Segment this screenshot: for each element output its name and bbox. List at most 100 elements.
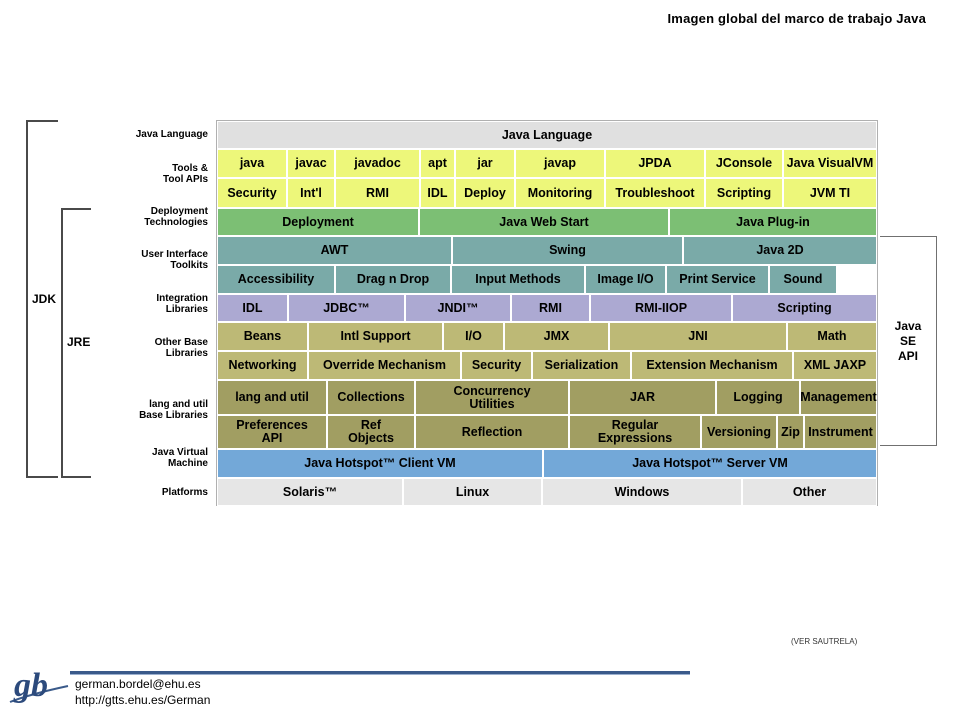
component-cell: RMI-IIOP [590, 294, 732, 322]
component-cell: RMI [335, 178, 420, 208]
component-cell: Security [461, 351, 532, 380]
component-cell: Windows [542, 478, 742, 506]
component-cell: I/O [443, 322, 504, 351]
component-cell: javap [515, 149, 605, 178]
component-cell: Accessibility [217, 265, 335, 294]
row-label-line: Tool APIs [163, 173, 208, 185]
component-cell: IDL [217, 294, 288, 322]
row-label-line: lang and util [149, 398, 208, 410]
component-cell: Java Plug-in [669, 208, 877, 236]
component-cell: Override Mechanism [308, 351, 461, 380]
component-cell: javac [287, 149, 335, 178]
jdk-bracket [26, 120, 58, 478]
component-cell: lang and util [217, 380, 327, 415]
component-cell: JVM TI [783, 178, 877, 208]
component-cell: Deploy [455, 178, 515, 208]
reference-note: (VER SAUTRELA) [791, 637, 858, 646]
component-cell: Intl Support [308, 322, 443, 351]
row-label-line: Java Virtual [152, 446, 208, 458]
component-cell: Management [800, 380, 877, 415]
component-cell: Input Methods [451, 265, 585, 294]
component-cell: apt [420, 149, 455, 178]
component-cell: JNI [609, 322, 787, 351]
component-cell: Concurrency Utilities [415, 380, 569, 415]
component-cell: Regular Expressions [569, 415, 701, 449]
component-cell: Zip [777, 415, 804, 449]
row-label-line: Integration [156, 292, 208, 304]
row-label-jvm: Java Virtual Machine [96, 447, 208, 469]
row-label-line: User Interface [141, 248, 208, 260]
component-cell: JNDI™ [405, 294, 511, 322]
component-cell: Versioning [701, 415, 777, 449]
row-label-line: Other Base [154, 336, 208, 348]
row-label-line: Platforms [161, 487, 208, 498]
row-label-tools: Tools & Tool APIs [96, 163, 208, 185]
component-cell: Extension Mechanism [631, 351, 793, 380]
component-cell: Deployment [217, 208, 419, 236]
component-cell: Collections [327, 380, 415, 415]
row-label-line: Technologies [144, 216, 208, 228]
component-cell: Sound [769, 265, 837, 294]
row-label-platforms: Platforms [96, 487, 208, 498]
component-cell: Linux [403, 478, 542, 506]
component-cell: Java Language [217, 121, 877, 149]
row-label-line: Libraries [165, 347, 208, 359]
jre-label: JRE [67, 335, 91, 349]
component-cell: Instrument [804, 415, 877, 449]
row-label-line: Tools & [172, 162, 208, 174]
component-cell: Ref Objects [327, 415, 415, 449]
component-cell: Serialization [532, 351, 631, 380]
component-cell: JConsole [705, 149, 783, 178]
component-cell: Drag n Drop [335, 265, 451, 294]
java-se-api-bracket [880, 236, 937, 446]
row-label-java-language: Java Language [96, 129, 208, 140]
component-cell: Java Hotspot™ Server VM [543, 449, 877, 478]
component-cell: Java Web Start [419, 208, 669, 236]
component-cell: JPDA [605, 149, 705, 178]
component-cell: Monitoring [515, 178, 605, 208]
row-label-line: Libraries [165, 303, 208, 315]
component-cell: Solaris™ [217, 478, 403, 506]
row-label-line: Java Language [135, 129, 208, 140]
component-cell: jar [455, 149, 515, 178]
component-cell: Logging [716, 380, 800, 415]
component-cell: IDL [420, 178, 455, 208]
row-label-line: Base Libraries [139, 409, 208, 421]
row-label-line: Deployment [150, 205, 208, 217]
component-cell: JAR [569, 380, 716, 415]
footer-email[interactable]: german.bordel@ehu.es [75, 677, 201, 691]
jdk-label: JDK [32, 292, 57, 306]
component-cell: Print Service [666, 265, 769, 294]
component-cell: Java 2D [683, 236, 877, 265]
component-cell: JDBC™ [288, 294, 405, 322]
jre-bracket [61, 208, 91, 478]
component-cell: Preferences API [217, 415, 327, 449]
component-cell: Java VisualVM [783, 149, 877, 178]
component-cell: Scripting [705, 178, 783, 208]
component-cell: Int'l [287, 178, 335, 208]
component-cell: Troubleshoot [605, 178, 705, 208]
row-label-line: Toolkits [170, 259, 208, 271]
row-label-integration: Integration Libraries [96, 293, 208, 315]
page-title: Imagen global del marco de trabajo Java [667, 11, 926, 26]
footer-divider [70, 671, 690, 674]
row-label-ui-toolkits: User Interface Toolkits [96, 249, 208, 271]
component-cell: Reflection [415, 415, 569, 449]
component-cell: Scripting [732, 294, 877, 322]
component-cell: Security [217, 178, 287, 208]
component-cell: Other [742, 478, 877, 506]
component-cell: XML JAXP [793, 351, 877, 380]
component-cell: java [217, 149, 287, 178]
component-cell: AWT [217, 236, 452, 265]
row-label-other-base: Other Base Libraries [96, 337, 208, 359]
component-cell: javadoc [335, 149, 420, 178]
component-cell: Java Hotspot™ Client VM [217, 449, 543, 478]
gb-logo: gb [9, 667, 69, 704]
java-se-api-label: Java SE API [894, 319, 922, 363]
component-cell: Beans [217, 322, 308, 351]
component-cell: Math [787, 322, 877, 351]
component-cell: Image I/O [585, 265, 666, 294]
component-cell: Networking [217, 351, 308, 380]
footer-url[interactable]: http://gtts.ehu.es/German [75, 693, 211, 707]
row-label-lang-util: lang and util Base Libraries [96, 399, 208, 421]
